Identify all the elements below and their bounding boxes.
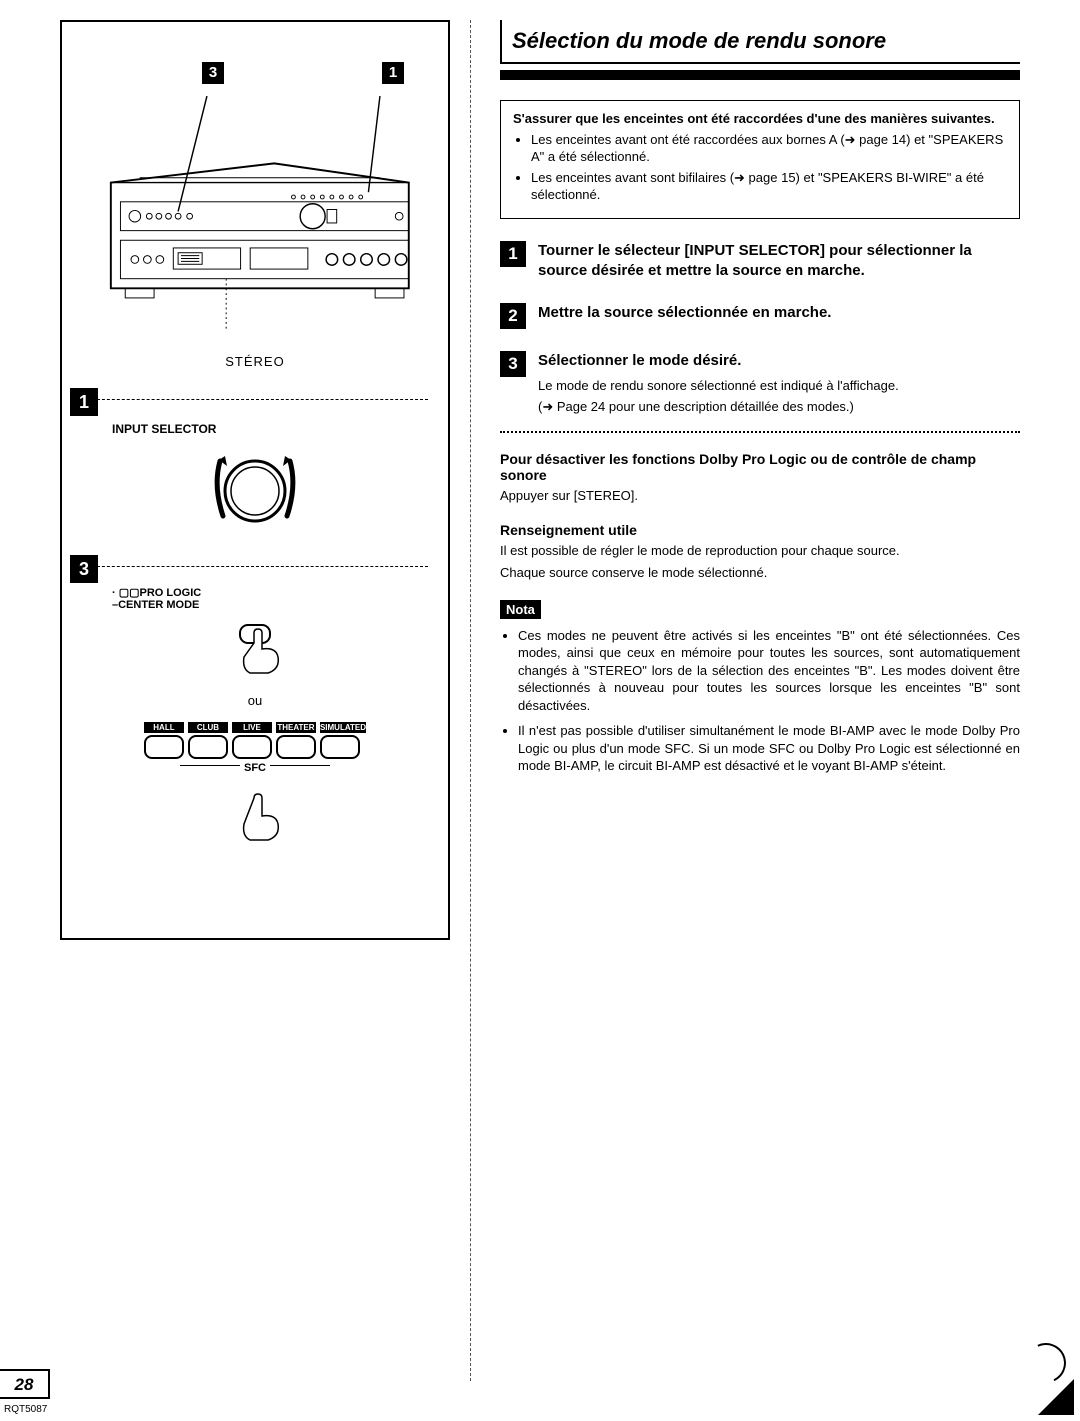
input-selector-label: INPUT SELECTOR	[112, 422, 428, 436]
sfc-live-label: LIVE	[232, 722, 272, 733]
sfc-theater: THEATER	[276, 722, 316, 759]
deactivate-head: Pour désactiver les fonctions Dolby Pro …	[500, 451, 1020, 483]
step-3-ref: (➜ Page 24 pour une description détaillé…	[538, 399, 1020, 415]
precondition-head: S'assurer que les enceintes ont été racc…	[513, 111, 1007, 126]
manual-page: 3 1	[0, 0, 1080, 1421]
sfc-button-row: HALL CLUB LIVE THEATER	[135, 722, 375, 759]
sfc-live-btn	[232, 735, 272, 759]
prologic-label: · ▢▢PRO LOGIC –CENTER MODE	[112, 587, 428, 611]
nota-list: Ces modes ne peuvent être activés si les…	[500, 627, 1020, 775]
doc-code: RQT5087	[4, 1404, 47, 1415]
step-3-row: 3 Sélectionner le mode désiré. Le mode d…	[500, 351, 1020, 415]
useful-body2: Chaque source conserve le mode sélection…	[500, 564, 1020, 582]
sfc-theater-label: THEATER	[276, 722, 316, 733]
sfc-hall-btn	[144, 735, 184, 759]
step-3-title: Sélectionner le mode désiré.	[538, 351, 1020, 371]
sfc-label: SFC	[240, 762, 270, 774]
step-1-badge: 1	[70, 388, 98, 416]
step-2-body: Mettre la source sélectionnée en marche.	[538, 303, 1020, 323]
prologic-line2: –CENTER MODE	[112, 599, 199, 611]
sfc-hall-label: HALL	[144, 722, 184, 733]
dotted-separator	[500, 431, 1020, 433]
left-frame: 3 1	[60, 20, 450, 940]
page-number: 28	[0, 1369, 50, 1399]
precondition-item: Les enceintes avant ont été raccordées a…	[531, 132, 1007, 166]
precondition-box: S'assurer que les enceintes ont été racc…	[500, 100, 1020, 219]
stereo-label: STÉREO	[82, 354, 428, 369]
ou-label: ou	[82, 693, 428, 708]
right-column: Sélection du mode de rendu sonore S'assu…	[470, 0, 1080, 1421]
step-3-desc: Le mode de rendu sonore sélectionné est …	[538, 377, 1020, 395]
step-3-body: Sélectionner le mode désiré. Le mode de …	[538, 351, 1020, 415]
step-1-row: 1 Tourner le sélecteur [INPUT SELECTOR] …	[500, 241, 1020, 282]
sfc-simulated-btn	[320, 735, 360, 759]
nota-item: Ces modes ne peuvent être activés si les…	[518, 627, 1020, 715]
title-underbar	[500, 70, 1020, 80]
section-title-block: Sélection du mode de rendu sonore	[500, 20, 1020, 64]
input-selector-block: 1 INPUT SELECTOR	[82, 399, 428, 536]
useful-head: Renseignement utile	[500, 522, 1020, 538]
step-1-body: Tourner le sélecteur [INPUT SELECTOR] po…	[538, 241, 1020, 282]
sfc-live: LIVE	[232, 722, 272, 759]
sfc-hall: HALL	[144, 722, 184, 759]
precondition-item: Les enceintes avant sont bifilaires (➜ p…	[531, 170, 1007, 204]
useful-body1: Il est possible de régler le mode de rep…	[500, 542, 1020, 560]
step-2-title: Mettre la source sélectionnée en marche.	[538, 303, 1020, 323]
step-3-badge: 3	[70, 555, 98, 583]
corner-triangle-icon	[1038, 1379, 1074, 1415]
device-illustration	[82, 42, 428, 352]
step-1-title: Tourner le sélecteur [INPUT SELECTOR] po…	[538, 241, 1020, 282]
step-2-num: 2	[500, 303, 526, 329]
press-hand-icon	[220, 619, 290, 679]
amplifier-svg	[82, 42, 428, 352]
nota-item: Il n'est pas possible d'utiliser simulta…	[518, 722, 1020, 775]
sfc-bracket: SFC	[180, 765, 330, 782]
sfc-theater-btn	[276, 735, 316, 759]
press-hand-icon-2	[220, 790, 290, 850]
sfc-club-label: CLUB	[188, 722, 228, 733]
deactivate-body: Appuyer sur [STEREO].	[500, 487, 1020, 505]
sfc-simulated: SIMULATED	[320, 722, 366, 759]
input-selector-knob-icon	[195, 446, 315, 536]
nota-badge: Nota	[500, 600, 541, 619]
left-column: 3 1	[0, 0, 470, 1421]
step-1-num: 1	[500, 241, 526, 267]
section-title: Sélection du mode de rendu sonore	[512, 28, 1020, 54]
prologic-line1: · ▢▢PRO LOGIC	[112, 587, 201, 599]
sfc-club: CLUB	[188, 722, 228, 759]
step-3-num: 3	[500, 351, 526, 377]
sfc-simulated-label: SIMULATED	[320, 722, 366, 733]
precondition-list: Les enceintes avant ont été raccordées a…	[513, 132, 1007, 204]
mode-block: 3 · ▢▢PRO LOGIC –CENTER MODE ou HALL	[82, 566, 428, 850]
sfc-club-btn	[188, 735, 228, 759]
step-2-row: 2 Mettre la source sélectionnée en march…	[500, 303, 1020, 329]
